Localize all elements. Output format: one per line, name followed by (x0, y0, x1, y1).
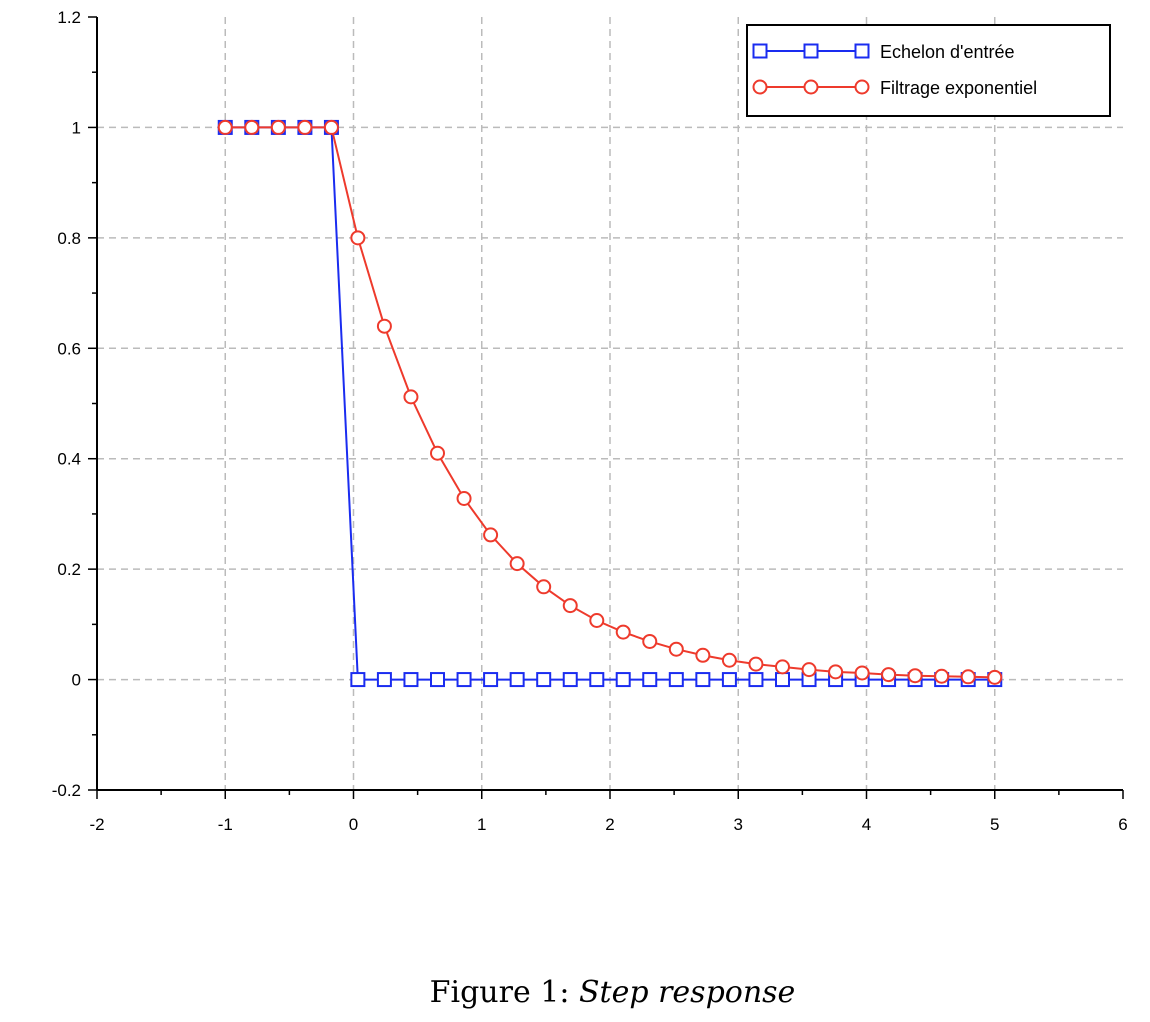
data-point (642, 672, 658, 688)
legend-box (746, 24, 1111, 117)
x-tick-label: -2 (89, 815, 104, 834)
data-point (748, 672, 764, 688)
figure-caption: Figure 1: Step response (0, 975, 1150, 1010)
y-tick-label: 1.2 (57, 8, 81, 27)
data-point (376, 672, 392, 688)
legend-marker (803, 43, 819, 59)
data-point (483, 527, 499, 543)
legend: Echelon d'entrée Filtrage exponentiel (746, 24, 1111, 117)
series-layer (217, 119, 1003, 688)
data-point (483, 672, 499, 688)
series-filtrage (217, 119, 1003, 685)
data-point (695, 672, 711, 688)
caption-title: Step response (578, 975, 796, 1010)
data-point (270, 119, 286, 135)
data-point (615, 672, 631, 688)
x-tick-label: -1 (218, 815, 233, 834)
data-point (244, 119, 260, 135)
data-point (403, 389, 419, 405)
data-point (721, 652, 737, 668)
data-point (509, 556, 525, 572)
data-point (721, 672, 737, 688)
x-tick-label: 2 (605, 815, 614, 834)
data-point (562, 672, 578, 688)
data-point (562, 598, 578, 614)
caption-prefix: Figure 1: (429, 975, 570, 1010)
data-point (960, 669, 976, 685)
data-point (774, 659, 790, 675)
data-point (536, 672, 552, 688)
data-point (615, 624, 631, 640)
data-point (987, 669, 1003, 685)
legend-marker (752, 43, 768, 59)
data-point (589, 672, 605, 688)
data-point (668, 641, 684, 657)
legend-item-filtrage: Filtrage exponentiel (752, 78, 1037, 98)
y-tick-label: -0.2 (52, 781, 81, 800)
data-point (801, 662, 817, 678)
y-tick-label: 0.6 (57, 339, 81, 358)
y-tick-label: 0.2 (57, 560, 81, 579)
legend-marker (803, 79, 819, 95)
data-point (403, 672, 419, 688)
y-tick-label: 0.8 (57, 229, 81, 248)
data-point (350, 230, 366, 246)
data-point (881, 667, 897, 683)
data-point (774, 672, 790, 688)
x-tick-label: 1 (477, 815, 486, 834)
data-point (536, 579, 552, 595)
x-tick-label: 0 (349, 815, 358, 834)
axes: -2 -1 0 1 2 3 4 5 6 -0.2 0 0.2 0.4 0.6 0.8 1 1.2 (52, 8, 1128, 834)
data-point (456, 672, 472, 688)
data-point (430, 445, 446, 461)
data-point (376, 318, 392, 334)
data-point (297, 119, 313, 135)
data-point (642, 633, 658, 649)
data-point (854, 665, 870, 681)
data-point (217, 119, 233, 135)
x-tick-label: 4 (862, 815, 871, 834)
legend-label: Filtrage exponentiel (880, 78, 1037, 98)
data-point (350, 672, 366, 688)
y-tick-label: 1 (72, 118, 81, 137)
data-point (934, 668, 950, 684)
data-point (695, 647, 711, 663)
legend-label: Echelon d'entrée (880, 42, 1015, 62)
x-tick-label: 3 (734, 815, 743, 834)
x-tick-label: 5 (990, 815, 999, 834)
data-point (323, 119, 339, 135)
legend-marker (854, 79, 870, 95)
data-point (828, 664, 844, 680)
data-point (430, 672, 446, 688)
y-tick-label: 0.4 (57, 450, 81, 469)
x-tick-label: 6 (1118, 815, 1127, 834)
legend-item-echelon: Echelon d'entrée (752, 42, 1015, 62)
data-point (748, 656, 764, 672)
data-point (509, 672, 525, 688)
data-point (456, 490, 472, 506)
data-point (589, 612, 605, 628)
data-point (668, 672, 684, 688)
data-point (907, 668, 923, 684)
legend-marker (854, 43, 870, 59)
legend-marker (752, 79, 768, 95)
grid (97, 17, 1123, 790)
y-tick-label: 0 (72, 671, 81, 690)
